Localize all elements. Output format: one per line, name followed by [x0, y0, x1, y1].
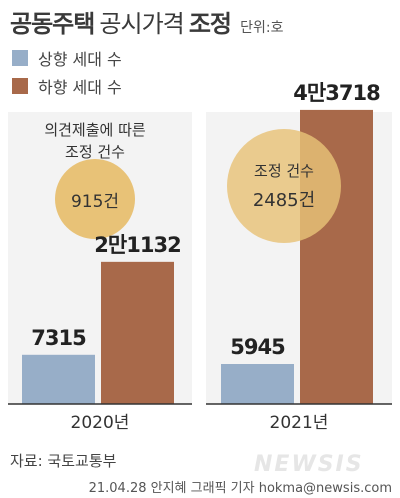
- legend: 상향 세대 수 하향 세대 수: [12, 44, 122, 100]
- bar-label-up-2020: 7315: [31, 326, 86, 350]
- caption-line2-2020: 조정 건수: [65, 143, 125, 161]
- bar-label-up-2021: 5945: [230, 335, 285, 359]
- legend-item-up: 상향 세대 수: [12, 44, 122, 72]
- legend-label-down: 하향 세대 수: [38, 78, 122, 97]
- legend-swatch-down: [12, 78, 28, 94]
- watermark-logo: NEWSIS: [254, 452, 364, 477]
- bar-up-2020: [22, 354, 95, 404]
- source-note: 자료: 국토교통부: [10, 452, 117, 470]
- legend-swatch-up: [12, 50, 28, 66]
- legend-label-up: 상향 세대 수: [38, 50, 122, 69]
- legend-item-down: 하향 세대 수: [12, 72, 122, 100]
- credit-line: 21.04.28 안지혜 그래픽 기자 hokma@newsis.com: [88, 481, 392, 496]
- chart-title: 공동주택 공시가격 조정 단위:호: [10, 4, 283, 39]
- title-bold: 공동주택: [10, 10, 95, 38]
- adjustment-circle-2021: [227, 129, 341, 243]
- title-bold-2: 조정: [188, 10, 232, 38]
- bar-label-down-2021: 4만3718: [293, 81, 380, 105]
- bar-down-2020: [101, 261, 174, 404]
- title-light: 공시가격: [99, 10, 184, 38]
- bar-label-down-2020: 2만1132: [94, 233, 180, 257]
- adjustment-value-2021: 2485건: [253, 190, 315, 211]
- adjustment-value-2020: 915건: [71, 192, 119, 212]
- category-label-2020: 2020년: [71, 413, 130, 433]
- caption-2021: 조정 건수: [254, 162, 314, 180]
- unit-label: 단위:호: [240, 20, 284, 36]
- bar-up-2021: [221, 364, 294, 404]
- adjustment-circle-2020: [55, 159, 135, 239]
- caption-line1-2020: 의견제출에 따른: [44, 121, 146, 139]
- category-label-2021: 2021년: [270, 413, 329, 433]
